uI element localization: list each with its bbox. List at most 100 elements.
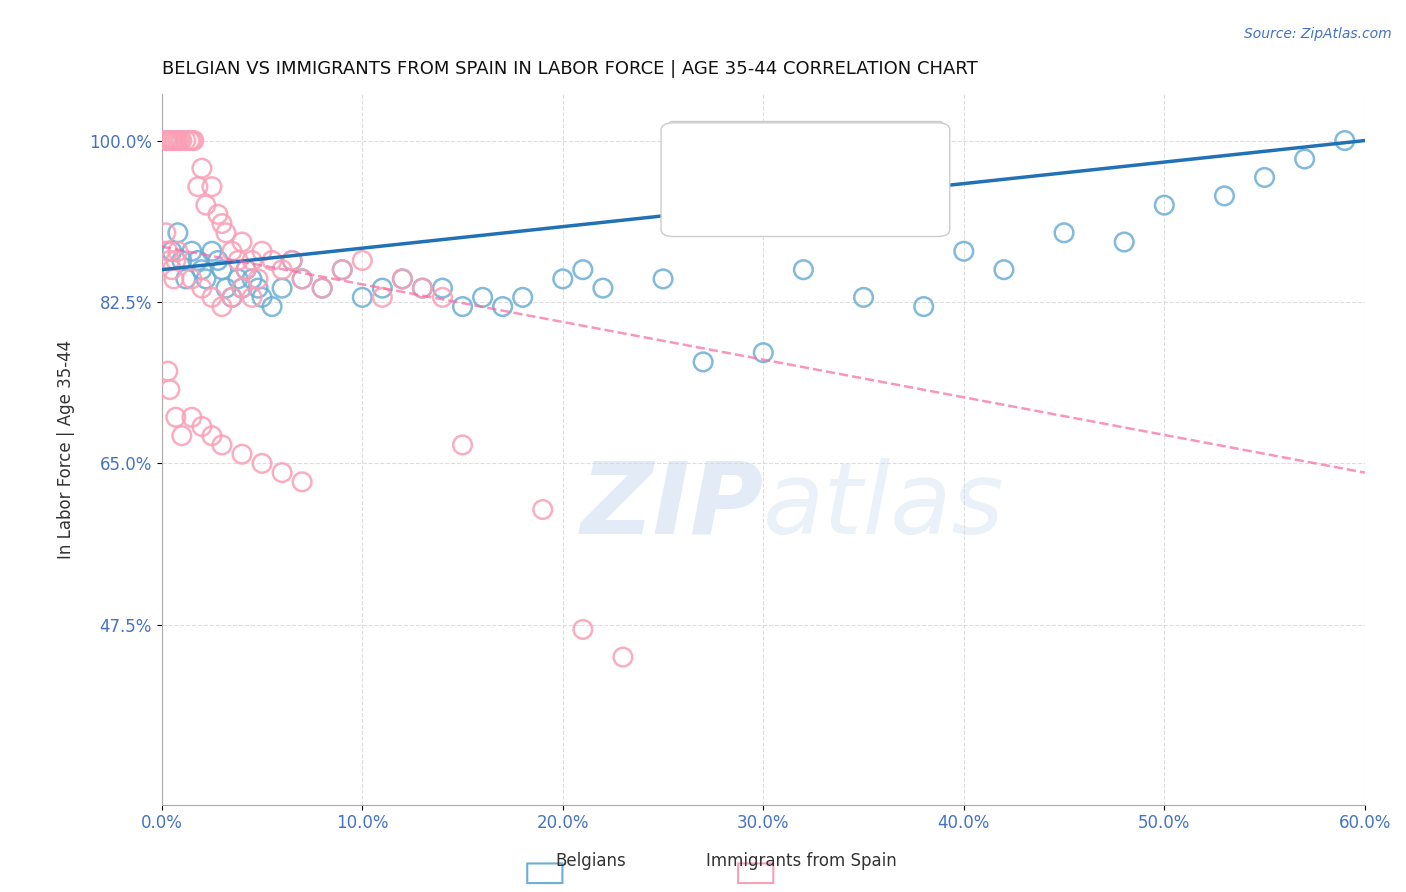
Point: [211, 217, 233, 231]
Point: [226, 253, 249, 268]
Point: [952, 244, 974, 259]
Point: [912, 300, 935, 314]
Point: [240, 272, 263, 286]
Point: [652, 272, 675, 286]
Point: [159, 134, 181, 148]
Point: [221, 290, 243, 304]
Text: atlas: atlas: [763, 458, 1005, 555]
Point: [183, 134, 205, 148]
Point: [166, 226, 188, 240]
Point: [194, 198, 217, 212]
Point: [411, 281, 433, 295]
Point: [250, 456, 273, 470]
Point: [330, 262, 353, 277]
Point: [165, 410, 187, 425]
Point: [180, 272, 202, 286]
Point: [1053, 226, 1076, 240]
Point: [531, 502, 554, 516]
Point: [169, 134, 191, 148]
Point: [512, 290, 534, 304]
Point: [1253, 170, 1275, 185]
Point: [471, 290, 494, 304]
Point: [291, 475, 314, 489]
Point: [572, 262, 595, 277]
Point: [170, 253, 193, 268]
Point: [371, 290, 394, 304]
Point: [207, 253, 229, 268]
Point: [391, 272, 413, 286]
Point: [271, 466, 294, 480]
Point: [247, 281, 270, 295]
Point: [993, 262, 1015, 277]
Point: [352, 290, 374, 304]
Point: [165, 134, 187, 148]
Text: BELGIAN VS IMMIGRANTS FROM SPAIN IN LABOR FORCE | AGE 35-44 CORRELATION CHART: BELGIAN VS IMMIGRANTS FROM SPAIN IN LABO…: [162, 60, 977, 78]
Point: [391, 272, 413, 286]
FancyBboxPatch shape: [661, 123, 950, 236]
Point: [191, 281, 214, 295]
Point: [250, 244, 273, 259]
Point: [187, 179, 209, 194]
Text: Immigrants from Spain: Immigrants from Spain: [706, 852, 897, 870]
Point: [792, 262, 814, 277]
Legend:   R = 0.474   N = 52,   R = -0.113   N = 68: R = 0.474 N = 52, R = -0.113 N = 68: [668, 121, 943, 203]
Point: [159, 383, 181, 397]
Point: [451, 300, 474, 314]
Point: [281, 253, 304, 268]
Point: [160, 244, 183, 259]
Point: [211, 262, 233, 277]
Point: [311, 281, 333, 295]
Point: [411, 281, 433, 295]
Point: [163, 272, 186, 286]
Point: [194, 272, 217, 286]
Point: [211, 438, 233, 452]
Point: [155, 226, 177, 240]
Point: [211, 300, 233, 314]
Point: [432, 281, 454, 295]
Point: [752, 345, 775, 359]
Point: [852, 290, 875, 304]
Point: [231, 235, 253, 249]
Point: [156, 364, 179, 378]
Point: [166, 244, 188, 259]
Point: [231, 281, 253, 295]
Point: [221, 244, 243, 259]
Point: [201, 179, 224, 194]
Point: [235, 262, 257, 277]
Point: [451, 438, 474, 452]
Point: [1294, 152, 1316, 166]
Point: [156, 134, 179, 148]
Point: [215, 226, 238, 240]
Point: [155, 134, 177, 148]
Point: [174, 272, 197, 286]
Point: [201, 428, 224, 442]
Point: [1114, 235, 1136, 249]
Point: [170, 428, 193, 442]
Point: [221, 290, 243, 304]
Point: [592, 281, 614, 295]
Point: [240, 253, 263, 268]
Point: [231, 447, 253, 461]
Point: [215, 281, 238, 295]
Point: [160, 262, 183, 277]
Point: [371, 281, 394, 295]
Point: [240, 290, 263, 304]
Point: [291, 272, 314, 286]
Point: [247, 272, 270, 286]
Point: [692, 355, 714, 369]
Y-axis label: In Labor Force | Age 35-44: In Labor Force | Age 35-44: [58, 340, 75, 559]
Point: [1333, 134, 1355, 148]
Point: [1213, 189, 1236, 203]
Point: [262, 300, 284, 314]
Point: [180, 134, 202, 148]
Point: [271, 262, 294, 277]
Point: [160, 134, 183, 148]
Point: [311, 281, 333, 295]
Point: [572, 623, 595, 637]
Point: [180, 410, 202, 425]
Point: [492, 300, 515, 314]
Point: [201, 290, 224, 304]
Point: [330, 262, 353, 277]
Point: [1153, 198, 1175, 212]
Point: [191, 262, 214, 277]
